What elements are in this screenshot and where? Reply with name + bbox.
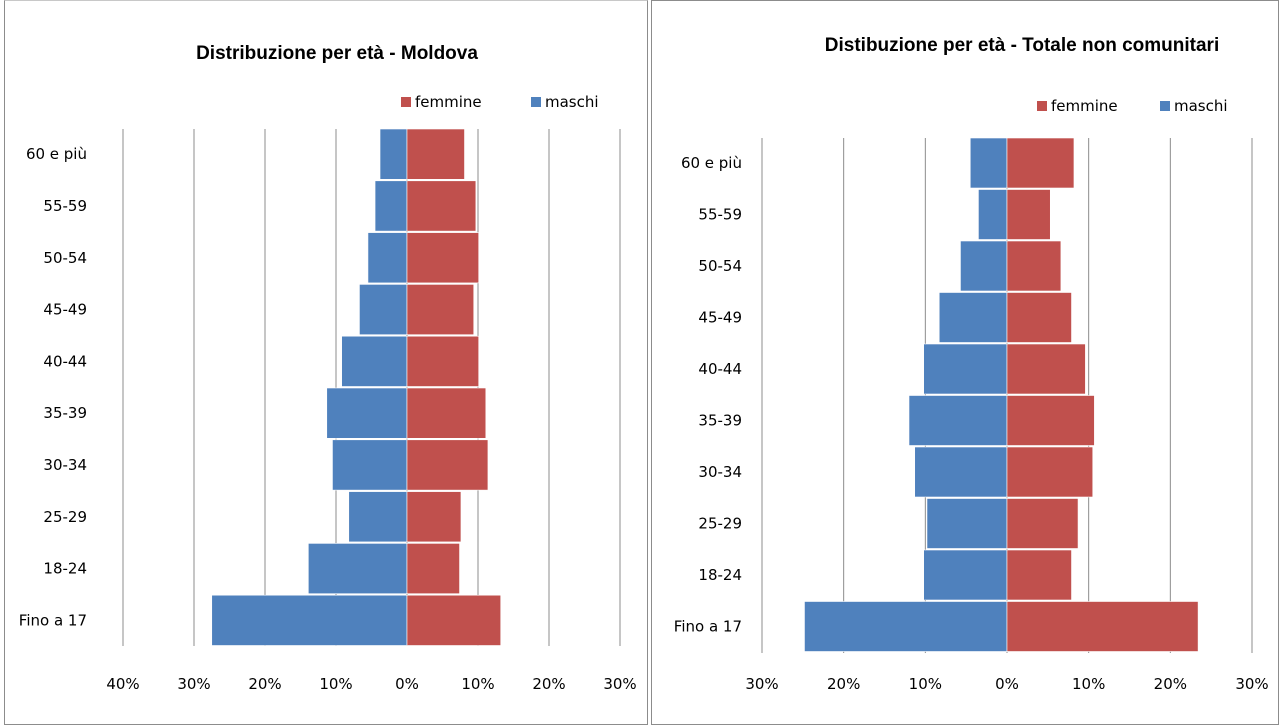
bar-femmine [406, 284, 475, 335]
x-tick-label: 30% [745, 675, 778, 693]
legend-swatch-maschi [531, 97, 541, 107]
bar-femmine [1006, 189, 1051, 240]
category-label: 45-49 [698, 309, 742, 327]
bar-femmine [1006, 601, 1199, 652]
bar-maschi [923, 549, 1008, 601]
bar-femmine [406, 335, 480, 387]
chart-title: Distribuzione per età - Moldova [196, 43, 478, 64]
bar-femmine [406, 543, 460, 595]
category-label: 35-39 [43, 404, 87, 422]
x-tick-label: 10% [461, 675, 494, 693]
x-tick-label: 30% [603, 675, 636, 693]
category-label: 30-34 [43, 456, 87, 474]
x-tick-label: 10% [909, 675, 942, 693]
bar-femmine [1006, 137, 1075, 189]
bar-femmine [406, 439, 489, 491]
x-tick-labels: 30% 20% 10% 0% 10% 20% 30% [745, 675, 1268, 693]
bars [211, 128, 502, 646]
category-label: 45-49 [43, 301, 87, 319]
legend-swatch-femmine [401, 97, 411, 107]
bar-femmine [406, 491, 462, 543]
legend-label-maschi: maschi [545, 93, 599, 111]
bar-femmine [1006, 292, 1072, 343]
bar-maschi [379, 128, 408, 180]
x-tick-label: 20% [248, 675, 281, 693]
category-label: 40-44 [43, 352, 87, 370]
category-label: 50-54 [698, 257, 742, 275]
x-tick-label: 10% [1072, 675, 1105, 693]
bar-maschi [332, 439, 408, 491]
chart-panel-moldova: Distribuzione per età - Moldova femmine … [4, 0, 648, 725]
category-label: 60 e più [681, 154, 742, 172]
bar-femmine [406, 594, 502, 646]
legend-swatch-maschi [1160, 101, 1170, 111]
category-label: 55-59 [698, 206, 742, 224]
category-labels: Fino a 17 18-24 25-29 30-34 35-39 40-44 45-49 5… [19, 145, 87, 629]
bar-femmine [406, 387, 487, 439]
chart-svg-totale: Distibuzione per età - Totale non comuni… [674, 35, 1269, 693]
x-tick-label: 20% [532, 675, 565, 693]
x-tick-label: 0% [395, 675, 419, 693]
bar-maschi [804, 601, 1008, 652]
chart-svg-moldova: Distribuzione per età - Moldova femmine … [19, 43, 637, 693]
bar-maschi [341, 335, 408, 387]
legend-label-femmine: femmine [415, 93, 482, 111]
x-tick-label: 10% [319, 675, 352, 693]
x-tick-label: 0% [995, 675, 1019, 693]
category-label: 60 e più [26, 145, 87, 163]
bars [804, 137, 1199, 652]
bar-maschi [367, 232, 408, 284]
legend-label-femmine: femmine [1051, 97, 1118, 115]
bar-femmine [1006, 549, 1072, 601]
category-label: 50-54 [43, 249, 87, 267]
category-label: 18-24 [43, 560, 87, 578]
category-label: 25-29 [43, 508, 87, 526]
legend-swatch-femmine [1037, 101, 1047, 111]
bar-femmine [406, 232, 480, 284]
bar-femmine [1006, 343, 1086, 395]
category-label: 18-24 [698, 566, 742, 584]
x-tick-label: 40% [106, 675, 139, 693]
bar-femmine [406, 128, 465, 180]
bar-maschi [923, 343, 1008, 395]
x-tick-label: 30% [1235, 675, 1268, 693]
bar-maschi [211, 594, 408, 646]
x-tick-label: 20% [827, 675, 860, 693]
legend: femmine maschi [401, 93, 599, 111]
bar-femmine [1006, 395, 1095, 446]
bar-maschi [938, 292, 1008, 343]
bar-maschi [969, 137, 1008, 189]
category-label: 30-34 [698, 463, 742, 481]
bar-maschi [914, 446, 1008, 498]
bar-maschi [308, 543, 408, 595]
chart-panel-totale: Distibuzione per età - Totale non comuni… [651, 0, 1279, 725]
bar-maschi [374, 180, 408, 232]
x-tick-labels: 40% 30% 20% 10% 0% 10% 20% 30% [106, 675, 636, 693]
bar-maschi [978, 189, 1008, 240]
category-label: Fino a 17 [19, 611, 87, 629]
bar-femmine [1006, 240, 1062, 292]
bar-maschi [908, 395, 1008, 446]
bar-femmine [1006, 498, 1079, 549]
bar-maschi [359, 284, 408, 335]
category-label: 40-44 [698, 360, 742, 378]
category-label: 55-59 [43, 197, 87, 215]
bar-femmine [406, 180, 477, 232]
legend: femmine maschi [1037, 97, 1228, 115]
category-labels: Fino a 17 18-24 25-29 30-34 35-39 40-44 45-49 5… [674, 154, 742, 636]
legend-label-maschi: maschi [1174, 97, 1228, 115]
chart-title: Distibuzione per età - Totale non comuni… [825, 35, 1219, 56]
category-label: 35-39 [698, 412, 742, 430]
bar-femmine [1006, 446, 1094, 498]
bar-maschi [926, 498, 1008, 549]
bar-maschi [960, 240, 1008, 292]
bar-maschi [326, 387, 408, 439]
category-label: 25-29 [698, 515, 742, 533]
x-tick-label: 30% [177, 675, 210, 693]
x-tick-label: 20% [1154, 675, 1187, 693]
bar-maschi [348, 491, 408, 543]
category-label: Fino a 17 [674, 618, 742, 636]
